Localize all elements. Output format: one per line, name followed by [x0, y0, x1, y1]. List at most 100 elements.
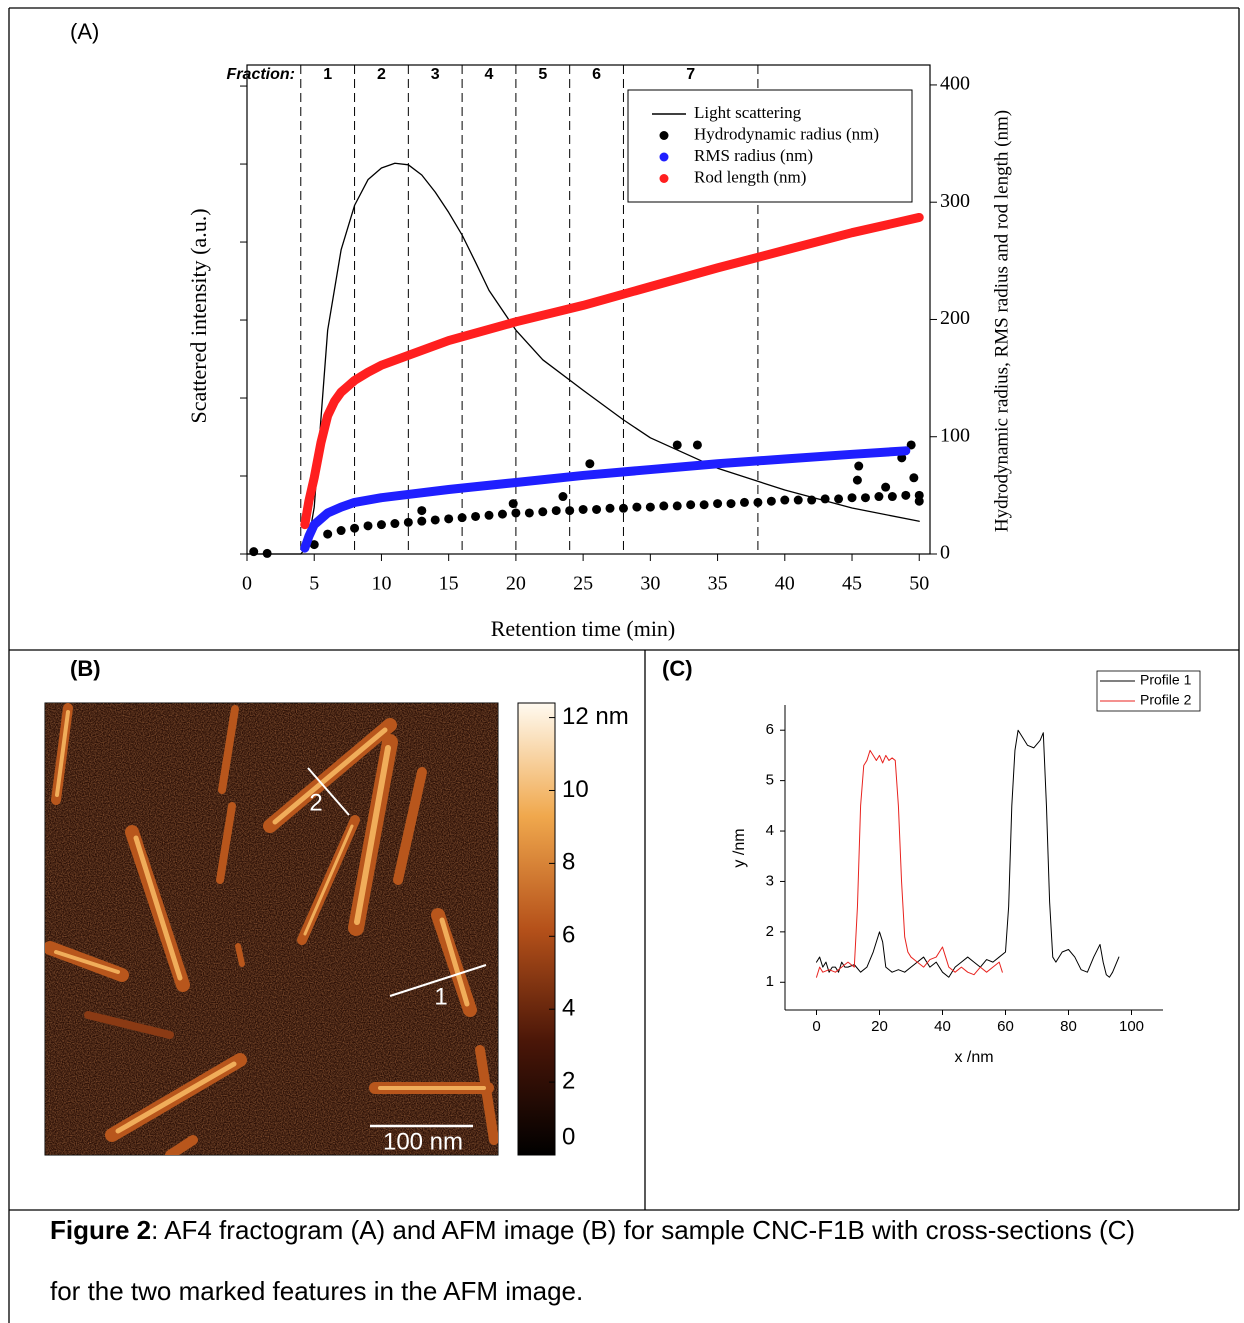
- y-axis-label: y /nm: [731, 828, 748, 867]
- data-point: [524, 508, 534, 518]
- legend-box: [1096, 670, 1201, 712]
- x-tick-label: 0: [242, 573, 252, 595]
- x-tick-label: 20: [506, 573, 526, 595]
- x-tick-label: 10: [371, 573, 391, 595]
- fraction-label: 1: [323, 66, 332, 83]
- data-point: [444, 514, 454, 524]
- y-tick-label: 3: [766, 872, 774, 889]
- fraction-label: 2: [377, 66, 386, 83]
- fraction-label: 3: [431, 66, 440, 83]
- series-line: [246, 162, 920, 555]
- y-tick-label: 4: [766, 822, 774, 839]
- plot-frame: [246, 64, 931, 555]
- x-tick-label: 25: [573, 573, 593, 595]
- data-point: [860, 493, 870, 503]
- data-point: [909, 473, 919, 483]
- x-axis-label: x /nm: [954, 1049, 993, 1066]
- y2-tick-label: 400: [940, 73, 970, 95]
- y-tick-label: 2: [766, 923, 774, 940]
- data-point: [881, 482, 891, 492]
- data-point: [511, 508, 521, 518]
- data-point: [417, 516, 427, 526]
- legend-swatch: [659, 131, 669, 140]
- data-point: [497, 509, 507, 519]
- x-tick-label: 40: [775, 573, 795, 595]
- data-point: [538, 507, 548, 517]
- data-point: [605, 503, 615, 513]
- data-point: [713, 499, 723, 509]
- data-point: [780, 495, 790, 505]
- data-point: [457, 513, 467, 523]
- series-line: [816, 729, 1120, 978]
- fraction-title: Fraction:: [227, 66, 295, 83]
- data-point: [403, 517, 413, 527]
- panel-label: (B): [70, 656, 101, 681]
- x-tick-label: 80: [1060, 1018, 1077, 1035]
- data-point: [323, 529, 333, 539]
- legend-swatch: [659, 174, 669, 183]
- y-tick-label: 1: [766, 973, 774, 990]
- data-point: [672, 440, 682, 450]
- x-axis-label: Retention time (min): [491, 616, 676, 641]
- caption-text: : AF4 fractogram (A) and AFM image (B) f…: [151, 1215, 1135, 1245]
- y2-tick-label: 0: [940, 542, 950, 564]
- y-tick-label: 5: [766, 772, 774, 789]
- data-point: [632, 502, 642, 512]
- x-tick-label: 35: [708, 573, 728, 595]
- data-point: [692, 440, 702, 450]
- x-tick-label: 40: [934, 1018, 951, 1035]
- colorbar-tick-label: 8: [562, 849, 575, 876]
- x-tick-label: 45: [842, 573, 862, 595]
- legend-label: Profile 1: [1140, 672, 1192, 688]
- scale-bar-label: 100 nm: [383, 1128, 463, 1155]
- x-tick-label: 15: [439, 573, 459, 595]
- data-point: [686, 500, 696, 510]
- legend-label: Hydrodynamic radius (nm): [694, 124, 879, 143]
- data-point: [430, 515, 440, 525]
- data-point: [847, 493, 857, 503]
- dense-series: [300, 446, 911, 553]
- y2-tick-label: 200: [940, 307, 970, 329]
- data-point: [834, 494, 844, 504]
- chart-c: 0 20 40 60 80 100 1 2 3 4 5 6 x /nm y /nm Profile 1 Pro…: [731, 670, 1201, 1066]
- data-point: [249, 547, 259, 557]
- data-point: [309, 540, 319, 550]
- series-line: [816, 749, 1003, 978]
- data-point: [726, 499, 736, 509]
- fraction-label: 4: [485, 66, 494, 83]
- data-point: [901, 490, 911, 500]
- colorbar-tick-label: 12 nm: [562, 703, 629, 730]
- x-tick-label: 20: [871, 1018, 888, 1035]
- data-point: [699, 500, 709, 510]
- data-point: [807, 495, 817, 505]
- caption-line: Figure 2: AF4 fractogram (A) and AFM ima…: [50, 1215, 1135, 1245]
- data-point: [820, 494, 830, 504]
- y-axis-label: Scattered intensity (a.u.): [186, 208, 211, 423]
- frame: [8, 7, 1240, 1323]
- data-point: [376, 520, 386, 530]
- data-point: [766, 496, 776, 506]
- y-tick-label: 6: [766, 721, 774, 738]
- data-point: [753, 497, 763, 507]
- fraction-label: 5: [538, 66, 547, 83]
- y2-axis-label: Hydrodynamic radius, RMS radius and rod …: [991, 110, 1012, 532]
- data-point: [852, 475, 862, 485]
- data-point: [618, 503, 628, 513]
- data-point: [672, 501, 682, 511]
- x-tick-label: 50: [909, 573, 929, 595]
- legend-label: Light scattering: [694, 103, 802, 122]
- data-point: [350, 523, 360, 533]
- data-point: [659, 501, 669, 511]
- y2-tick-label: 300: [940, 190, 970, 212]
- profile-label: 2: [309, 789, 322, 816]
- profile-lines: [307, 767, 487, 1128]
- data-point: [854, 461, 864, 471]
- data-point: [645, 502, 655, 512]
- x-tick-label: 0: [812, 1018, 820, 1035]
- data-point: [565, 506, 575, 516]
- afm-rods: [45, 703, 498, 1155]
- caption-label: Figure 2: [50, 1215, 151, 1245]
- x-tick-label: 100: [1119, 1018, 1144, 1035]
